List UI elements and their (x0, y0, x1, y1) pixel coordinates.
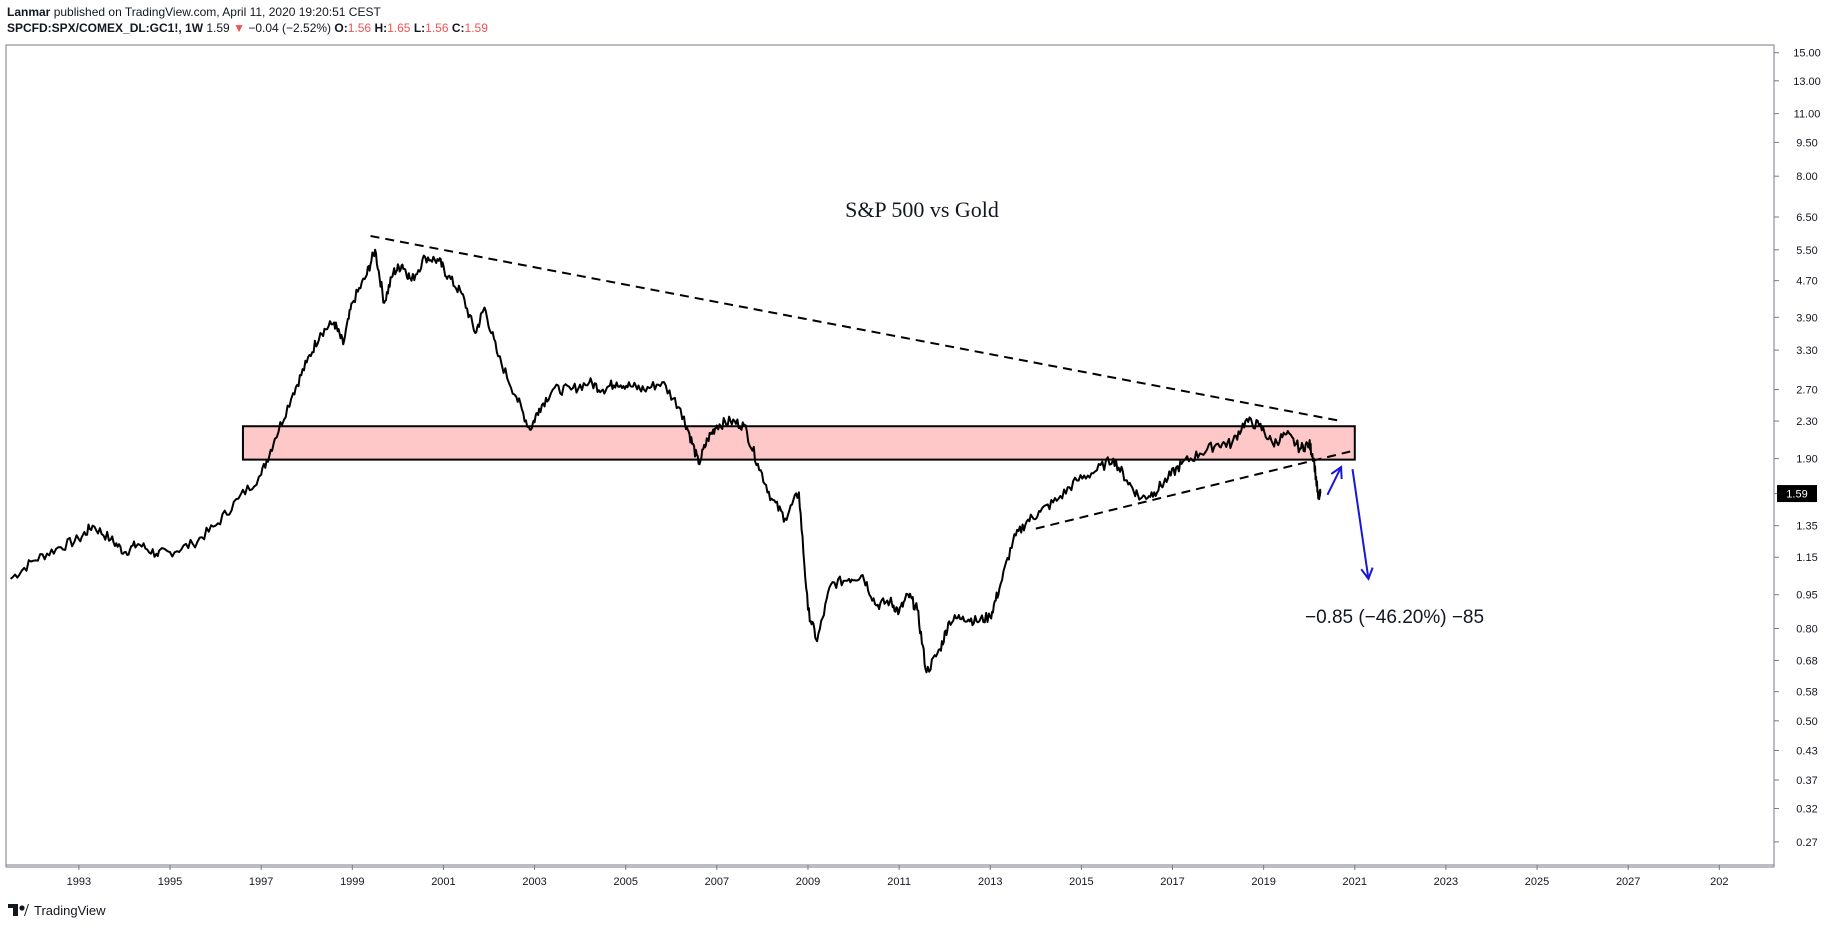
x-tick-label: 2011 (887, 876, 911, 888)
close-value: 1.59 (464, 21, 488, 35)
y-tick-label: 0.68 (1796, 655, 1817, 667)
y-tick-label: 0.50 (1796, 716, 1817, 728)
price-axis[interactable]: 15.00 13.00 11.00 9.50 8.00 6.50 5.50 4.70 3.90 3… (1774, 48, 1821, 849)
y-tick-label: 11.00 (1794, 109, 1821, 121)
arrow-head (1360, 567, 1374, 581)
tradingview-logo-icon (8, 904, 29, 916)
author-name[interactable]: Lanmar (7, 5, 51, 19)
last-price-tag: 1.59 (1777, 485, 1817, 503)
x-tick-label: 1997 (249, 876, 273, 888)
y-tick-label: 0.95 (1796, 590, 1817, 602)
x-tick-label: 2003 (522, 876, 546, 888)
open-label: O: (334, 21, 348, 35)
y-tick-label: 13.00 (1793, 76, 1821, 88)
y-tick-label: 3.30 (1796, 345, 1817, 357)
y-tick-label: 1.35 (1796, 521, 1817, 533)
arrows[interactable] (1326, 465, 1374, 581)
x-tick-label: 2009 (796, 876, 820, 888)
y-tick-label: 15.00 (1793, 48, 1821, 60)
footer-brand[interactable]: TradingView (7, 901, 106, 919)
y-tick-label: 6.50 (1796, 212, 1817, 224)
y-tick-label: 4.70 (1796, 276, 1817, 288)
x-tick-label: 2027 (1616, 876, 1640, 888)
measure-label[interactable]: −0.85 (−46.20%) −85 (1305, 607, 1484, 628)
open-value: 1.56 (347, 21, 372, 35)
chart-title[interactable]: S&P 500 vs Gold (845, 197, 999, 222)
y-tick-label: 5.50 (1796, 245, 1817, 257)
y-tick-label: 2.30 (1796, 416, 1817, 428)
y-tick-label: 0.32 (1796, 803, 1817, 815)
x-tick-label: 1993 (67, 876, 91, 888)
x-tick-label: 2019 (1251, 876, 1275, 888)
y-tick-label: 1.15 (1796, 552, 1817, 564)
symbol-name: SPCFD:SPX/COMEX_DL:GC1!, 1W (7, 21, 204, 35)
close-label: C: (451, 21, 465, 35)
published-text: published on TradingView.com, April 11, … (53, 5, 381, 19)
y-tick-label: 9.50 (1796, 137, 1817, 149)
y-tick-label: 0.80 (1796, 623, 1817, 635)
y-tick-label: 0.43 (1796, 745, 1817, 757)
arrow-shaft (1351, 469, 1370, 580)
down-arrow-icon: ▼ (233, 21, 245, 35)
arrow-head (1330, 465, 1343, 480)
high-value: 1.65 (387, 21, 411, 35)
arrow-shaft (1326, 466, 1343, 496)
x-tick-label: 1995 (158, 876, 182, 888)
x-tick-label: 2023 (1434, 876, 1458, 888)
x-tick-label: 2001 (431, 876, 455, 888)
y-tick-label: 0.58 (1796, 687, 1817, 699)
upper-trendline[interactable] (370, 235, 1342, 423)
last-price-tag-bg (1777, 485, 1817, 503)
change-value: −0.04 (−2.52%) (248, 21, 332, 35)
y-tick-label: 0.37 (1796, 775, 1817, 787)
resistance-zone[interactable] (241, 425, 1356, 461)
symbol-legend: SPCFD:SPX/COMEX_DL:GC1!, 1W 1.59 ▼ −0.04… (7, 21, 488, 35)
x-tick-label: 2013 (978, 876, 1002, 888)
tradingview-brand-text: TradingView (34, 902, 106, 918)
y-tick-label: 1.90 (1796, 454, 1817, 466)
low-label: L: (413, 21, 426, 35)
y-tick-label: 2.70 (1796, 385, 1817, 397)
price-series-line[interactable] (9, 248, 1322, 674)
high-label: H: (374, 21, 388, 35)
x-tick-label: 2015 (1069, 876, 1093, 888)
y-tick-label: 8.00 (1796, 171, 1817, 183)
y-tick-label: 3.90 (1796, 312, 1817, 324)
x-tick-label: 2007 (705, 876, 729, 888)
x-tick-label: 2025 (1525, 876, 1549, 888)
time-axis[interactable]: 1993 1995 1997 1999 2001 2003 2005 2007 2009 2011… (67, 865, 1729, 888)
publish-info: Lanmar published on TradingView.com, Apr… (7, 5, 381, 19)
x-tick-label: 2005 (613, 876, 637, 888)
low-value: 1.56 (425, 21, 449, 35)
x-tick-label: 2021 (1343, 876, 1367, 888)
last-value: 1.59 (206, 21, 230, 35)
last-price-tag-text: 1.59 (1786, 489, 1807, 501)
x-tick-label: 202 (1710, 876, 1728, 888)
x-tick-label: 2017 (1160, 876, 1184, 888)
lower-trendline[interactable] (1035, 450, 1351, 530)
x-tick-label: 1999 (340, 876, 364, 888)
y-tick-label: 0.27 (1796, 837, 1817, 849)
